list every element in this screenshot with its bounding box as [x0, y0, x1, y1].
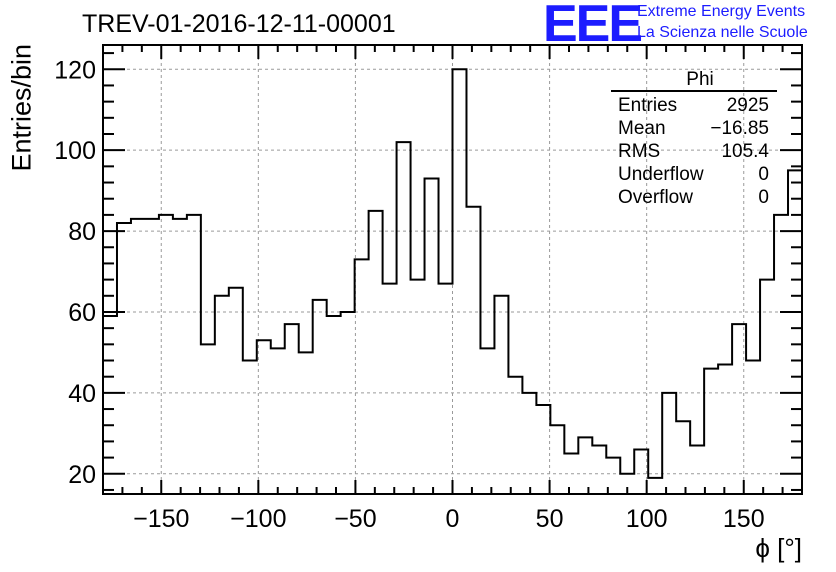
stats-value: 2925 — [726, 95, 769, 116]
histogram-bin — [732, 324, 746, 494]
stats-title: Phi — [611, 70, 777, 92]
histogram-bin — [327, 316, 341, 494]
y-tick-label: 60 — [68, 299, 96, 327]
histogram-bin — [453, 69, 467, 494]
histogram-bin — [439, 284, 453, 494]
histogram-bin — [550, 425, 564, 494]
brand-line-1: Extreme Energy Events — [637, 3, 806, 20]
histogram-bin — [145, 219, 159, 494]
histogram-bin — [271, 348, 285, 494]
x-tick-label: 150 — [723, 505, 765, 533]
eee-logo: EEE — [543, 0, 643, 53]
histogram-bin — [257, 340, 271, 494]
histogram-bin — [466, 207, 480, 494]
x-tick-label: −50 — [334, 505, 376, 533]
histogram-bin — [536, 405, 550, 494]
histogram-bin — [341, 312, 355, 494]
y-tick-label: 80 — [68, 218, 96, 246]
histogram-bin — [494, 296, 508, 494]
x-tick-label: 0 — [446, 505, 460, 533]
histogram-bin — [522, 393, 536, 494]
histogram-bin — [229, 288, 243, 494]
stats-row-mean: Mean −16.85 — [611, 117, 777, 140]
histogram-bin — [480, 348, 494, 494]
histogram-bin — [704, 369, 718, 494]
histogram-bin — [564, 454, 578, 494]
histogram-bin — [425, 178, 439, 494]
histogram-outline — [103, 68, 802, 479]
stats-value: 0 — [758, 164, 769, 185]
stats-value: 0 — [758, 187, 769, 208]
y-tick-label: 20 — [68, 461, 96, 489]
histogram-bin — [690, 445, 704, 494]
stats-label: Overflow — [618, 187, 693, 208]
stats-box: Phi Entries 2925 Mean −16.85 RMS 105.4 U… — [611, 70, 777, 209]
histogram-bin — [117, 223, 131, 494]
histogram-bin — [746, 361, 760, 494]
histogram-bin — [187, 215, 201, 494]
histogram-bin — [411, 280, 425, 494]
y-tick-label: 100 — [54, 137, 96, 165]
histogram-bin — [676, 421, 690, 494]
histogram-bin — [103, 316, 117, 494]
histogram-bin — [355, 259, 369, 494]
histogram-bin — [774, 215, 788, 494]
x-tick-label: 50 — [536, 505, 564, 533]
histogram-bin — [788, 170, 802, 494]
stats-row-underflow: Underflow 0 — [611, 163, 777, 186]
y-axis-label: Entries/bin — [6, 43, 37, 172]
stats-label: Entries — [618, 95, 678, 116]
histogram-bin — [648, 478, 662, 494]
stats-value: −16.85 — [710, 118, 769, 139]
histogram-bin — [508, 377, 522, 494]
y-tick-label: 40 — [68, 380, 96, 408]
x-tick-label: −150 — [133, 505, 189, 533]
stats-row-entries: Entries 2925 — [611, 94, 777, 117]
histogram-bin — [173, 219, 187, 494]
histogram-bin — [131, 219, 145, 494]
stats-label: Mean — [618, 118, 666, 139]
histogram-bin — [397, 142, 411, 494]
x-tick-label: 100 — [626, 505, 668, 533]
x-tick-label: −100 — [230, 505, 286, 533]
histogram-bin — [369, 211, 383, 494]
y-tick-label: 120 — [54, 56, 96, 84]
histogram-bin — [159, 215, 173, 494]
histogram-bin — [313, 300, 327, 494]
histogram-bin — [760, 280, 774, 494]
histogram-bin — [592, 445, 606, 494]
histogram-bin — [662, 393, 676, 494]
brand-line-2: La Scienza nelle Scuole — [637, 24, 808, 41]
histogram-bin — [285, 324, 299, 494]
stats-value: 105.4 — [721, 141, 769, 162]
histogram-bin — [243, 361, 257, 494]
x-axis-label: ϕ [°] — [755, 533, 802, 563]
tick-labels: −150 −100 −50 0 50 100 150 20 40 60 80 100 120 — [54, 56, 764, 533]
histogram-bars — [103, 68, 802, 494]
axis-ticks — [103, 45, 802, 494]
stats-row-overflow: Overflow 0 — [611, 186, 777, 209]
histogram-bin — [215, 296, 229, 494]
stats-label: Underflow — [618, 164, 704, 185]
histogram-bin — [299, 352, 313, 494]
histogram-bin — [201, 344, 215, 494]
histogram-bin — [383, 284, 397, 494]
stats-row-rms: RMS 105.4 — [611, 140, 777, 163]
histogram-bin — [578, 437, 592, 494]
histogram-bin — [718, 365, 732, 494]
chart-title: TREV-01-2016-12-11-00001 — [82, 10, 396, 38]
stats-label: RMS — [618, 141, 661, 162]
